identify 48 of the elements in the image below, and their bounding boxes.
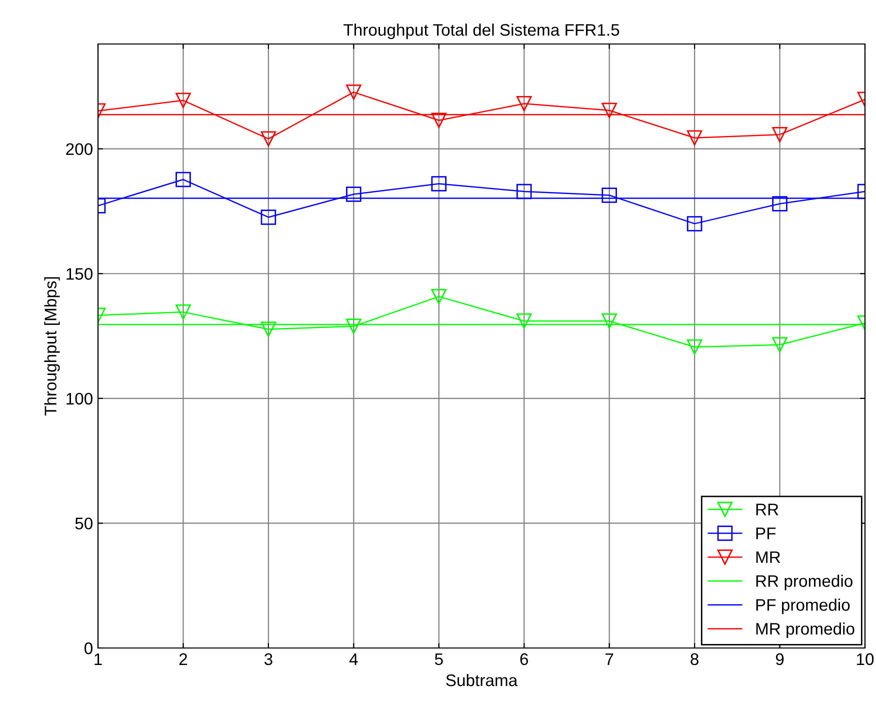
- x-tick-label: 9: [776, 653, 784, 666]
- point: [686, 216, 702, 232]
- point: [516, 313, 532, 329]
- legend-label: RR promedio: [756, 574, 852, 590]
- point: [346, 318, 362, 334]
- x-tick-label: 7: [606, 653, 614, 665]
- y-tick-label: 150: [66, 268, 92, 280]
- point: [686, 339, 702, 355]
- point: [176, 304, 191, 320]
- x-tick-label: 1: [94, 653, 102, 665]
- point: [431, 112, 447, 128]
- x-tick-label: 8: [690, 653, 698, 666]
- chart-title: Throughput Total del Sistema FFR1.5: [344, 24, 620, 40]
- point: [602, 313, 617, 329]
- legend-label: MR: [756, 551, 780, 563]
- x-tick-label: 3: [264, 653, 272, 666]
- y-tick-label: 100: [66, 392, 92, 405]
- point: [602, 102, 617, 118]
- point: [772, 337, 788, 352]
- y-tick-label: 200: [66, 143, 92, 156]
- point: [346, 186, 362, 202]
- point: [516, 96, 532, 112]
- x-tick-label: 10: [857, 653, 874, 666]
- y-axis-title: Throughput [Mbps]: [44, 277, 60, 416]
- point: [516, 184, 532, 200]
- point: [686, 130, 702, 146]
- legend-label: MR promedio: [756, 622, 854, 638]
- point: [176, 172, 191, 188]
- point: [176, 92, 191, 108]
- x-tick-label: 4: [349, 653, 358, 665]
- point: [772, 196, 788, 212]
- point: [431, 176, 447, 192]
- x-axis-title: Subtrama: [446, 674, 518, 686]
- point: [431, 288, 447, 304]
- point: [602, 188, 617, 203]
- x-tick-label: 5: [434, 653, 443, 666]
- legend-label: PF promedio: [756, 598, 850, 614]
- y-tick-label: 0: [84, 642, 92, 654]
- point: [346, 84, 362, 100]
- point: [260, 322, 276, 337]
- point: [260, 131, 276, 146]
- x-tick-label: 2: [179, 653, 188, 665]
- point: [772, 126, 788, 142]
- point: [260, 210, 276, 225]
- y-tick-label: 50: [75, 518, 92, 530]
- legend-label: PF: [756, 528, 776, 540]
- x-tick-label: 6: [520, 653, 528, 666]
- legend-label: RR: [756, 504, 778, 516]
